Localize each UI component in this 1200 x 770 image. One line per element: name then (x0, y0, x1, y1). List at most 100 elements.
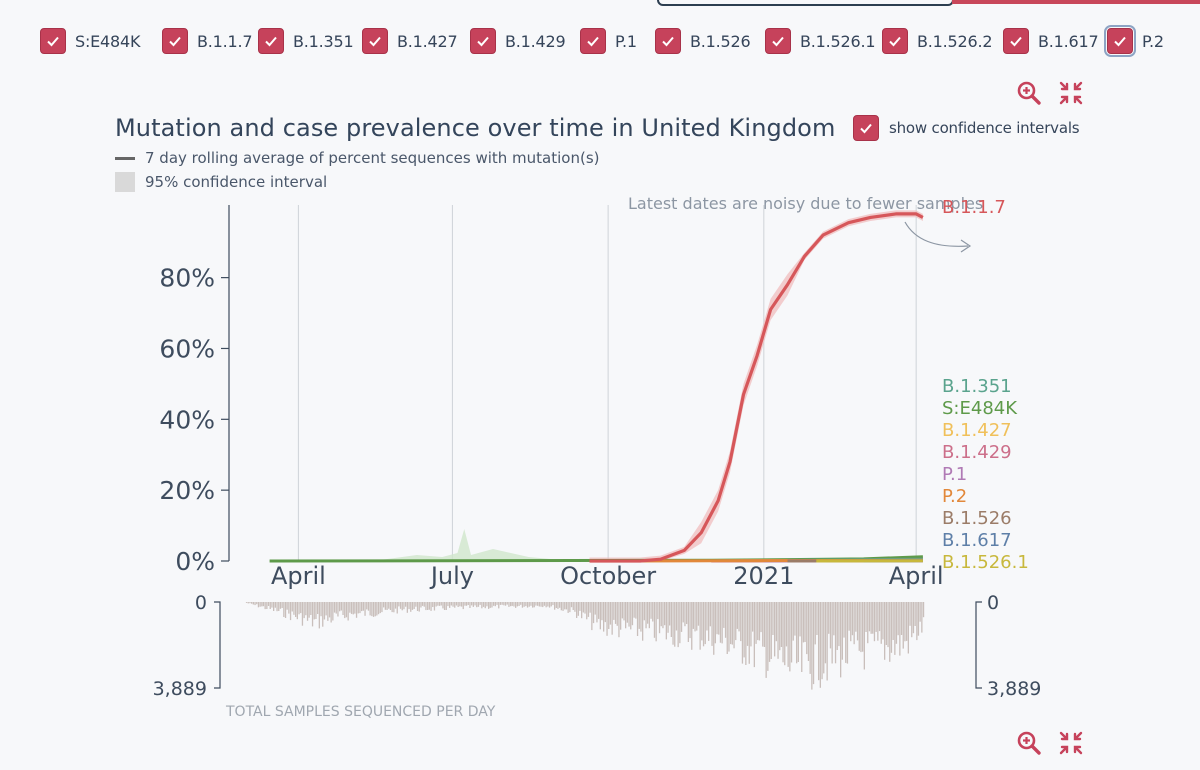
sample-bar (278, 602, 280, 611)
sample-bar (511, 602, 513, 606)
sample-bar (520, 602, 522, 605)
sample-bar (826, 602, 828, 681)
sample-bar (834, 602, 837, 664)
sample-bar (750, 602, 752, 647)
sample-bar (638, 602, 640, 629)
sample-bar (247, 602, 249, 604)
sample-bar (667, 602, 669, 633)
checkbox[interactable] (1003, 28, 1029, 54)
filter-b1427[interactable]: B.1.427 (362, 28, 458, 54)
sample-bar (567, 602, 569, 613)
sample-bar (895, 602, 898, 644)
series-label: B.1.1.7 (942, 197, 1006, 218)
filter-label: B.1.526.1 (800, 31, 876, 51)
sample-bar (811, 602, 813, 690)
zoom-in-icon[interactable] (1016, 730, 1042, 756)
check-icon (860, 123, 872, 134)
sample-bar (731, 602, 733, 645)
checkbox[interactable] (655, 28, 681, 54)
series-label: S:E484K (942, 398, 1018, 419)
sample-bar (702, 602, 705, 647)
sample-bar (887, 602, 889, 648)
sample-bar (730, 602, 732, 645)
sample-bar (335, 602, 337, 614)
sample-bar (308, 602, 310, 618)
checkbox[interactable] (1104, 25, 1136, 57)
compress-icon[interactable] (1058, 80, 1084, 106)
sample-bar (410, 602, 412, 612)
sample-bar (264, 602, 266, 610)
sample-bar (276, 602, 278, 612)
sample-bar (474, 602, 476, 606)
sample-bar (425, 602, 427, 611)
checkbox[interactable] (765, 28, 791, 54)
filter-b15261[interactable]: B.1.526.1 (765, 28, 876, 54)
checkbox[interactable] (40, 28, 66, 54)
ci-toggle-label: show confidence intervals (889, 119, 1080, 137)
x-tick-label: October (560, 562, 656, 590)
series-labels: Latest dates are noisy due to fewer samp… (628, 194, 1029, 573)
sample-bar (432, 602, 434, 607)
series-label: B.1.526.1 (942, 552, 1029, 573)
checkbox[interactable] (258, 28, 284, 54)
sample-bar (645, 602, 647, 629)
filter-label: S:E484K (75, 31, 141, 51)
checkbox[interactable] (853, 115, 879, 141)
sample-bar (540, 602, 542, 607)
sample-bar (599, 602, 601, 630)
chart-axes: April July October 2021 April 0% 20% 40% 60% 80% 0… (153, 205, 1041, 720)
sample-bar (757, 602, 759, 641)
zoom-in-icon[interactable] (1016, 80, 1042, 106)
sample-bar (721, 602, 723, 644)
sample-bar (626, 602, 628, 623)
sample-bar (542, 602, 544, 608)
samples-bars (245, 602, 925, 690)
sample-bar (868, 602, 871, 632)
sample-bar (245, 602, 248, 603)
sample-bar (696, 602, 698, 631)
sample-bar (628, 602, 630, 627)
sample-bar (890, 602, 893, 653)
sample-bar (406, 602, 408, 613)
confidence-interval-toggle[interactable]: show confidence intervals (853, 115, 1080, 141)
sample-bar (350, 602, 353, 614)
sample-bar (878, 602, 881, 632)
check-icon (169, 36, 181, 47)
sample-bar (741, 602, 744, 664)
sample-bar (386, 602, 388, 610)
filter-b117[interactable]: B.1.1.7 (162, 28, 253, 54)
filter-p1[interactable]: P.1 (580, 28, 637, 54)
checkbox[interactable] (362, 28, 388, 54)
annotation-arrowhead (960, 239, 972, 253)
filter-b1617[interactable]: B.1.617 (1003, 28, 1099, 54)
sample-bar (384, 602, 386, 610)
filter-p2[interactable]: P.2 (1104, 25, 1164, 57)
sample-bar (518, 602, 520, 606)
checkbox[interactable] (580, 28, 606, 54)
sample-bar (714, 602, 716, 644)
filter-b1351[interactable]: B.1.351 (258, 28, 354, 54)
sample-bar (787, 602, 789, 667)
sample-bar (322, 602, 324, 627)
sample-bar (846, 602, 849, 664)
filter-s-e484k[interactable]: S:E484K (40, 28, 140, 54)
filter-b1526[interactable]: B.1.526 (655, 28, 751, 54)
checkbox[interactable] (882, 28, 908, 54)
series-label: B.1.427 (942, 420, 1012, 441)
checkbox[interactable] (162, 28, 188, 54)
sample-bar (782, 602, 784, 663)
checkbox[interactable] (470, 28, 496, 54)
sample-bar (362, 602, 364, 611)
sample-bar (917, 602, 920, 636)
sample-bar (501, 602, 503, 605)
filter-b15262[interactable]: B.1.526.2 (882, 28, 993, 54)
sample-bar (912, 602, 915, 634)
sample-bar (829, 602, 832, 649)
compress-icon[interactable] (1058, 730, 1084, 756)
sample-bar (423, 602, 425, 607)
sample-bar (814, 602, 816, 645)
sample-bar (421, 602, 424, 606)
sample-bar (877, 602, 879, 641)
filter-b1429[interactable]: B.1.429 (470, 28, 566, 54)
sample-bar (801, 602, 803, 672)
